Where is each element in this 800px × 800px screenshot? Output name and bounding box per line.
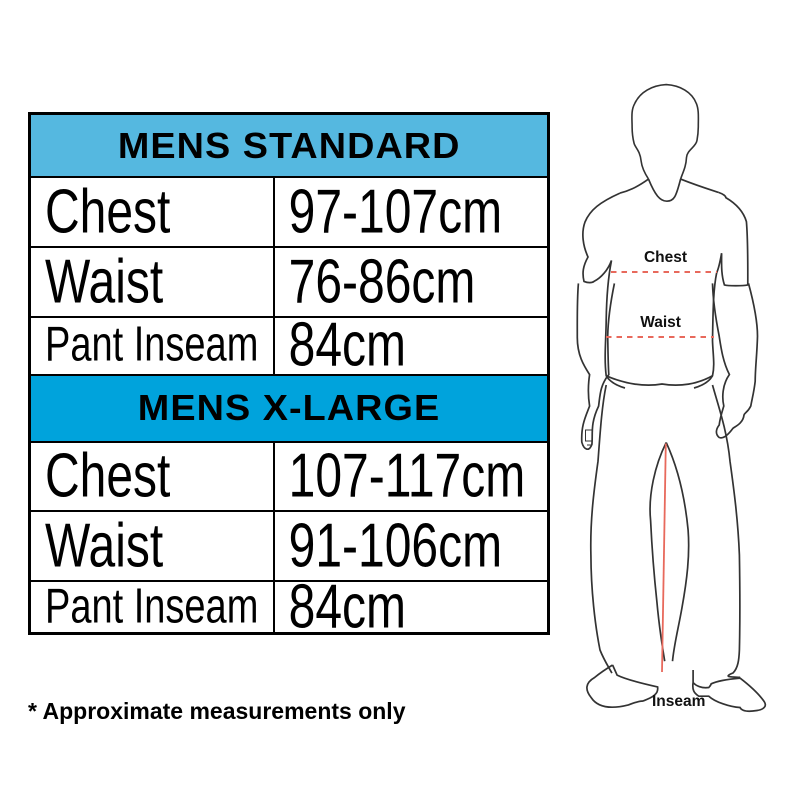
svg-text:Waist: Waist bbox=[640, 314, 681, 331]
svg-text:Inseam: Inseam bbox=[652, 693, 705, 710]
svg-text:Chest: Chest bbox=[644, 249, 687, 266]
